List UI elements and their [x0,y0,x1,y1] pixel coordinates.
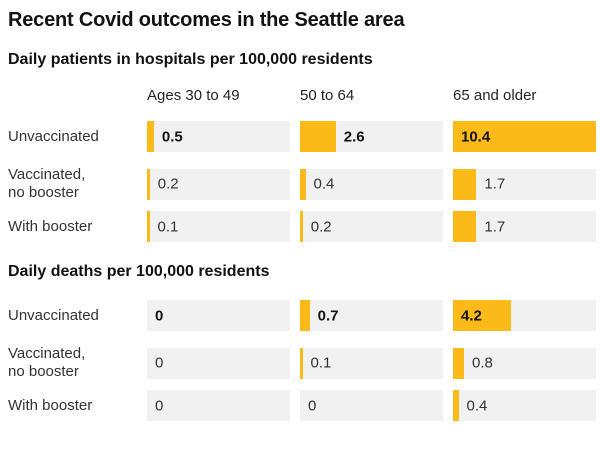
bar [453,347,464,379]
bar-track: 0.1 [147,211,290,242]
bar-track: 1.7 [453,168,596,200]
bar [147,168,150,200]
value-label: 0.4 [313,175,335,193]
bar [453,390,459,421]
value-label: 0.1 [157,218,179,235]
bar [300,300,310,331]
bar [147,211,150,242]
table-row: Unvaccinated 0 0.7 4.2 [8,300,600,331]
row-label: Vaccinated, no booster [8,345,86,380]
value-label: 0.2 [310,218,332,235]
bar [453,168,477,200]
bar-track: 0.4 [453,390,596,421]
column-header: 50 to 64 [300,87,355,104]
bar-track: 0.4 [300,168,443,200]
row-label: With booster [8,217,93,235]
bar-track: 2.6 [300,121,443,152]
bar [300,168,306,200]
bar-rows: Unvaccinated 0 0.7 4.2 Vaccinated, no booste… [8,300,600,421]
value-label: 0.2 [157,175,179,193]
bar-track: 1.7 [453,211,596,242]
bar-track: 0.7 [300,300,443,331]
bar [300,121,336,152]
bar-track: 0 [147,390,290,421]
value-label: 0.4 [466,397,488,414]
value-label: 0.7 [317,307,339,324]
bar [300,347,303,379]
bar [453,300,511,331]
bar-track: 0.2 [147,168,290,200]
row-label: Unvaccinated [8,306,99,324]
value-label: 4.2 [461,307,482,324]
bar [453,121,596,152]
chart-section: Daily patients in hospitals per 100,000 … [8,50,600,242]
column-header: 65 and older [453,87,537,104]
bar-track: 0.8 [453,347,596,379]
bar-track: 0 [147,347,290,379]
value-label: 0 [308,397,317,414]
value-label: 0.8 [472,354,493,372]
value-label: 10.4 [461,128,491,145]
bar-track: 0.1 [300,347,443,379]
value-label: 1.7 [484,218,506,235]
bar-rows: Unvaccinated 0.5 2.6 10.4 Vaccinated, no boo… [8,121,600,242]
bar-track: 0.5 [147,121,290,152]
bar-track: 0.2 [300,211,443,242]
bar [147,121,154,152]
value-label: 0 [155,354,164,372]
chart-title: Recent Covid outcomes in the Seattle are… [8,9,405,31]
bar-track: 4.2 [453,300,596,331]
row-label: With booster [8,396,93,414]
table-row: With booster 0.1 0.2 1.7 [8,211,600,242]
bar [453,211,477,242]
row-label: Unvaccinated [8,127,99,145]
section-title: Daily patients in hospitals per 100,000 … [8,51,373,68]
value-label: 2.6 [343,128,365,145]
table-row: Vaccinated, no booster 0 0.1 0.8 [8,345,600,380]
value-label: 0 [155,307,164,324]
table-row: With booster 0 0 0.4 [8,390,600,421]
value-label: 1.7 [484,175,506,193]
column-header: Ages 30 to 49 [147,87,240,104]
value-label: 0.1 [310,354,332,372]
bar-track: 10.4 [453,121,596,152]
chart-sections: Daily patients in hospitals per 100,000 … [8,50,600,421]
value-label: 0.5 [161,128,183,145]
bar-track: 0 [300,390,443,421]
column-headers: Ages 30 to 49 50 to 64 65 and older [8,86,600,106]
table-row: Unvaccinated 0.5 2.6 10.4 [8,121,600,152]
table-row: Vaccinated, no booster 0.2 0.4 1.7 [8,166,600,201]
value-label: 0 [155,397,164,414]
row-label: Vaccinated, no booster [8,166,86,201]
bar-track: 0 [147,300,290,331]
chart-section: Daily deaths per 100,000 residents Unvacc… [8,262,600,421]
section-title: Daily deaths per 100,000 residents [8,263,270,280]
bar [300,211,303,242]
